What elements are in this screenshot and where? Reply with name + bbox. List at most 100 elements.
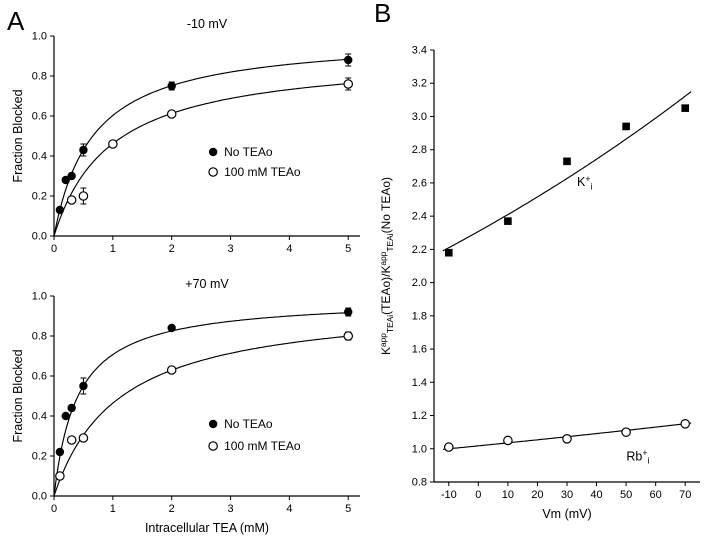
legend-label: No TEAo [224,417,273,431]
y-tick-label: 3.0 [412,111,427,123]
x-tick-label: 10 [502,489,514,501]
y-axis-label: KappTEAi(TEAo)/KappTEAi(No TEAo) [378,177,395,355]
y-tick-label: 2.0 [412,277,427,289]
y-tick-label: 0.8 [32,71,47,83]
fit-curve [442,91,692,252]
y-axis-label: Fraction Blocked [11,349,25,442]
legend-label: No TEAo [224,145,273,159]
y-tick-label: 0.8 [412,477,427,489]
legend-label: 100 mM TEAo [224,439,301,453]
y-tick-label: 0.8 [32,331,47,343]
data-point-open-circle [78,191,89,201]
data-point-open-circle [680,419,691,429]
data-point-open-circle [55,471,65,481]
series-annotation: Rb+i [626,448,649,466]
data-point-filled-square [504,217,512,225]
data-point-open-circle [443,442,454,452]
data-point-open-circle [78,433,89,443]
data-point-open-circle [343,331,354,341]
x-tick-label: 1 [110,503,116,515]
chart-plus-70mv: 0 1 2 3 4 5 0.0 0.2 0.4 0.6 0.8 1.0 +70 mV Intracellu… [11,277,360,535]
data-point-open-circle [166,365,177,375]
data-point-open-circle [343,79,354,89]
y-tick-label: 2.2 [412,244,427,256]
y-tick-label: 1.2 [412,410,427,422]
data-point-filled-circle [67,403,76,413]
data-point-filled-circle [167,323,176,333]
series-annotation: K+i [577,174,592,192]
x-tick-label: 1 [110,243,116,255]
x-tick-label: 60 [650,489,662,501]
y-tick-label: 2.4 [412,211,427,223]
fit-curve [53,312,349,497]
data-point-filled-circle [79,145,88,155]
data-point-open-circle [208,441,218,451]
data-point-filled-circle [55,205,65,215]
x-tick-label: 3 [227,243,233,255]
y-tick-label: 0.4 [32,411,47,423]
y-tick-label: 3.4 [412,45,427,57]
panel-a-label: A [7,6,25,36]
y-tick-label: 0.2 [32,191,47,203]
data-point-filled-circle [79,381,88,391]
y-tick-label: 0.0 [32,231,47,243]
x-tick-label: 20 [531,489,543,501]
data-point-open-circle [66,195,77,205]
y-tick-label: 0.6 [32,111,47,123]
data-point-filled-square [622,122,630,131]
y-tick-label: 0.6 [32,371,47,383]
chart-kteai-ratio-vs-vm: -10 0 10 20 30 40 50 60 70 0.8 1.0 1.2 1.4 1.6 1.8 2.0 2… [378,45,700,521]
x-tick-label: 0 [475,489,481,501]
data-point-filled-square [681,104,690,112]
x-tick-label: 2 [169,503,175,515]
y-tick-label: 2.6 [412,177,427,189]
data-point-filled-circle [208,419,218,429]
data-point-filled-circle [61,175,70,185]
x-tick-label: 5 [345,503,351,515]
y-tick-label: 3.2 [412,78,427,90]
chart-minus-10mv: 0 1 2 3 4 5 0.0 0.2 0.4 0.6 0.8 1.0 -10 mV Fraction B… [11,17,360,255]
y-tick-label: 2.8 [412,144,427,156]
x-tick-label: 30 [561,489,573,501]
y-tick-label: 1.0 [412,443,427,455]
data-point-open-circle [208,167,218,177]
y-tick-label: 1.0 [32,31,47,43]
data-point-open-circle [562,433,572,444]
y-tick-label: 0.4 [32,151,47,163]
fit-curve [53,58,349,237]
data-point-filled-circle [55,447,65,457]
chart-title: -10 mV [187,17,228,31]
y-tick-label: 1.6 [412,344,427,356]
data-point-open-circle [166,109,177,119]
data-point-filled-square [444,248,453,257]
x-tick-label: 4 [286,503,292,515]
x-tick-label: 40 [590,489,602,501]
panel-b-label: B [374,0,392,28]
data-point-filled-circle [67,171,76,181]
y-axis-label: Fraction Blocked [11,89,25,182]
y-tick-label: 0.2 [32,451,47,463]
data-point-filled-circle [208,147,218,157]
legend-label: 100 mM TEAo [224,165,301,179]
x-tick-label: 5 [345,243,351,255]
y-tick-label: 1.0 [32,291,47,303]
y-tick-label: 1.8 [412,310,427,322]
x-tick-label: 2 [169,243,175,255]
x-tick-label: 0 [51,243,57,255]
x-axis-label: Vm (mV) [542,507,591,521]
x-tick-label: 3 [227,503,233,515]
data-point-filled-square [563,157,571,166]
x-tick-label: 0 [51,503,57,515]
data-point-open-circle [108,139,118,149]
data-point-open-circle [503,435,513,446]
chart-title: +70 mV [185,277,229,291]
data-point-filled-circle [167,81,176,91]
data-point-open-circle [621,427,631,437]
x-tick-label: 70 [679,489,691,501]
fit-curve [53,83,349,237]
data-point-open-circle [66,435,77,445]
x-tick-label: 4 [286,243,292,255]
x-tick-label: 50 [620,489,632,501]
y-tick-label: 1.4 [412,377,427,389]
x-axis-label: Intracellular TEA (mM) [145,521,269,535]
